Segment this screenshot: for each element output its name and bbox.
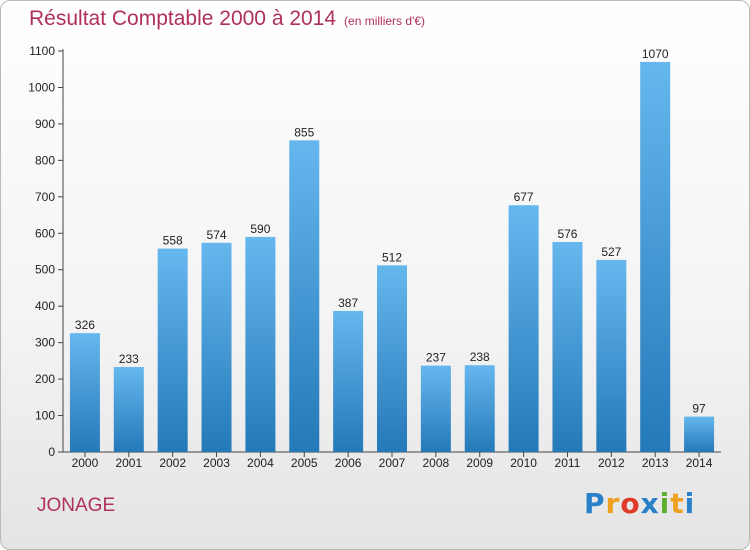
data-label: 855 <box>294 125 314 139</box>
data-label: 576 <box>557 227 577 241</box>
y-tick-label: 100 <box>35 409 55 423</box>
city-name: JONAGE <box>37 495 116 516</box>
bar <box>552 242 583 452</box>
logo-letter: i <box>659 487 671 520</box>
y-tick-label: 800 <box>35 153 55 167</box>
y-tick-label: 400 <box>35 299 55 313</box>
x-tick-label: 2014 <box>686 456 713 470</box>
y-tick-label: 600 <box>35 226 55 240</box>
bar <box>201 242 232 452</box>
data-label: 233 <box>119 352 139 366</box>
x-tick-label: 2004 <box>247 456 274 470</box>
data-label: 527 <box>601 245 621 259</box>
x-tick-label: 2001 <box>115 456 142 470</box>
chart-bars <box>69 61 715 452</box>
bar <box>69 333 100 452</box>
data-label: 387 <box>338 296 358 310</box>
y-tick-label: 300 <box>35 336 55 350</box>
logo-letter: P <box>584 487 606 520</box>
bar <box>684 416 715 452</box>
data-label: 326 <box>75 318 95 332</box>
x-tick-label: 2003 <box>203 456 230 470</box>
bar <box>289 140 320 452</box>
y-tick-label: 0 <box>48 445 55 459</box>
data-label: 512 <box>382 250 402 264</box>
bar <box>157 248 188 452</box>
x-tick-label: 2011 <box>555 456 581 470</box>
chart-subtitle: (en milliers d'€) <box>344 14 426 28</box>
y-tick-label: 500 <box>35 263 55 277</box>
chart-title: Résultat Comptable 2000 à 2014 (en millie… <box>29 7 425 31</box>
x-tick-label: 2009 <box>466 456 493 470</box>
logo-letter: x <box>640 487 660 520</box>
data-label: 238 <box>470 350 490 364</box>
x-tick-label: 2000 <box>72 456 99 470</box>
chart-labels: 2000 326 2001 233 2002 558 2003 574 2004 590 2005 8… <box>72 47 713 470</box>
data-label: 1070 <box>642 47 669 61</box>
bar <box>508 205 539 452</box>
bar <box>640 61 671 452</box>
bar <box>464 365 495 452</box>
x-tick-label: 2006 <box>335 456 362 470</box>
x-tick-label: 2007 <box>379 456 406 470</box>
bar <box>596 259 627 452</box>
data-label: 237 <box>426 351 446 365</box>
bar <box>377 265 407 452</box>
logo-letter: o <box>620 487 641 520</box>
bar <box>113 367 144 452</box>
x-tick-label: 2005 <box>291 456 318 470</box>
data-label: 677 <box>514 190 534 204</box>
y-tick-label: 700 <box>35 190 55 204</box>
y-tick-label: 200 <box>35 372 55 386</box>
bar <box>420 365 451 452</box>
data-label: 590 <box>250 222 270 236</box>
x-tick-label: 2013 <box>642 456 669 470</box>
bar <box>333 310 364 452</box>
data-label: 97 <box>692 402 706 416</box>
logo-letter: t <box>670 487 685 520</box>
x-tick-label: 2012 <box>598 456 625 470</box>
y-tick-label: 900 <box>35 117 55 131</box>
x-tick-label: 2010 <box>510 456 537 470</box>
proxiti-logo: Proxiti <box>584 487 695 520</box>
x-tick-label: 2008 <box>423 456 450 470</box>
x-tick-label: 2002 <box>159 456 186 470</box>
chart-title-text: Résultat Comptable 2000 à 2014 <box>29 7 337 30</box>
bar <box>245 236 276 452</box>
data-label: 558 <box>163 234 183 248</box>
logo-letter: r <box>605 487 621 520</box>
logo-letter: i <box>684 487 696 520</box>
y-tick-label: 1100 <box>29 44 55 58</box>
data-label: 574 <box>207 228 227 242</box>
y-tick-label: 1000 <box>28 80 55 94</box>
